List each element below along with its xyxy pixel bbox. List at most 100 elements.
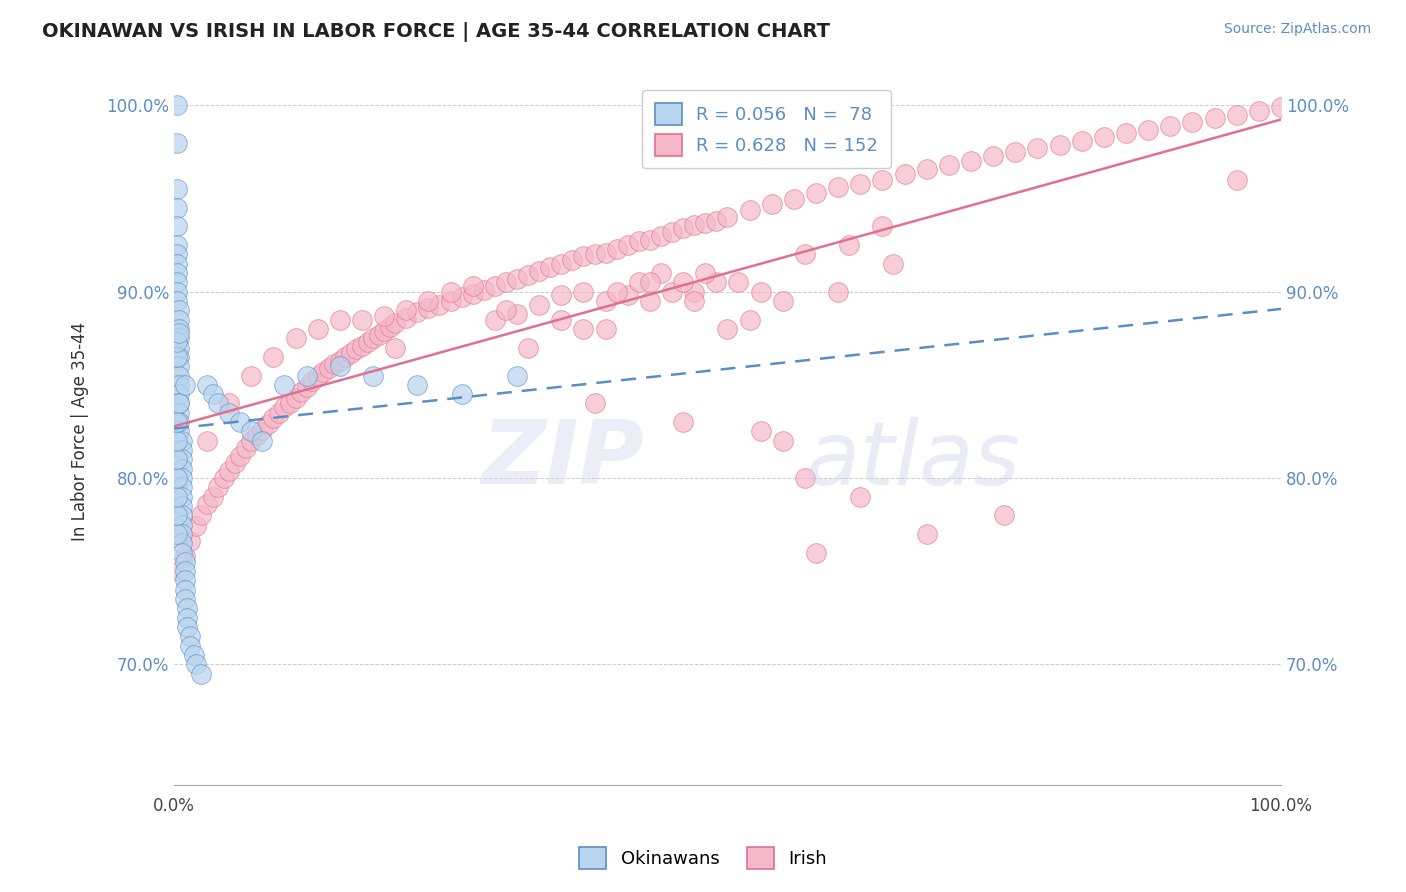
Point bbox=[284, 391, 307, 405]
Point bbox=[838, 238, 860, 252]
Point bbox=[595, 322, 617, 336]
Point bbox=[1247, 103, 1270, 118]
Point bbox=[169, 387, 191, 401]
Point bbox=[166, 266, 188, 280]
Point bbox=[517, 341, 540, 355]
Point bbox=[960, 154, 983, 169]
Point bbox=[169, 377, 191, 392]
Point bbox=[538, 260, 561, 275]
Point bbox=[361, 368, 384, 383]
Legend: Okinawans, Irish: Okinawans, Irish bbox=[572, 839, 834, 876]
Point bbox=[173, 592, 195, 607]
Point bbox=[915, 527, 938, 541]
Point bbox=[638, 276, 661, 290]
Point bbox=[312, 365, 335, 379]
Point bbox=[672, 415, 695, 429]
Point bbox=[169, 406, 191, 420]
Point bbox=[284, 331, 307, 345]
Point bbox=[262, 411, 284, 425]
Point bbox=[783, 192, 806, 206]
Point bbox=[190, 666, 212, 681]
Point bbox=[1159, 119, 1181, 133]
Point bbox=[418, 293, 440, 308]
Point bbox=[166, 98, 188, 112]
Point bbox=[173, 564, 195, 578]
Point bbox=[527, 264, 550, 278]
Point bbox=[367, 327, 389, 342]
Point bbox=[472, 283, 495, 297]
Point bbox=[240, 425, 263, 439]
Point bbox=[166, 293, 188, 308]
Point bbox=[495, 303, 517, 318]
Point bbox=[727, 276, 749, 290]
Point bbox=[166, 276, 188, 290]
Point bbox=[307, 368, 329, 383]
Point bbox=[173, 377, 195, 392]
Point bbox=[439, 285, 461, 299]
Point bbox=[169, 331, 191, 345]
Point bbox=[166, 350, 188, 364]
Point bbox=[872, 219, 894, 234]
Point bbox=[170, 527, 193, 541]
Point bbox=[212, 471, 235, 485]
Point bbox=[561, 253, 583, 268]
Point bbox=[229, 415, 252, 429]
Point bbox=[627, 235, 650, 249]
Point bbox=[169, 359, 191, 374]
Point bbox=[627, 276, 650, 290]
Point bbox=[176, 611, 198, 625]
Point bbox=[650, 228, 672, 243]
Point bbox=[166, 247, 188, 261]
Legend: R = 0.056   N =  78, R = 0.628   N = 152: R = 0.056 N = 78, R = 0.628 N = 152 bbox=[643, 90, 891, 169]
Point bbox=[595, 245, 617, 260]
Point bbox=[638, 293, 661, 308]
Point bbox=[307, 322, 329, 336]
Point bbox=[195, 434, 218, 448]
Point bbox=[169, 396, 191, 410]
Point bbox=[1181, 115, 1204, 129]
Point bbox=[506, 307, 529, 321]
Point bbox=[695, 266, 717, 280]
Point bbox=[761, 197, 783, 211]
Point bbox=[406, 305, 429, 319]
Point bbox=[179, 534, 201, 549]
Point bbox=[882, 257, 904, 271]
Point bbox=[218, 464, 240, 478]
Point bbox=[616, 288, 638, 302]
Point bbox=[1204, 112, 1226, 126]
Point bbox=[301, 374, 323, 388]
Point bbox=[218, 406, 240, 420]
Point bbox=[938, 158, 960, 172]
Point bbox=[195, 377, 218, 392]
Point bbox=[169, 415, 191, 429]
Point bbox=[672, 276, 695, 290]
Point bbox=[166, 136, 188, 150]
Point bbox=[772, 293, 794, 308]
Point bbox=[406, 377, 429, 392]
Point bbox=[173, 555, 195, 569]
Point bbox=[661, 225, 683, 239]
Point bbox=[273, 377, 295, 392]
Point bbox=[738, 312, 761, 326]
Point bbox=[335, 350, 357, 364]
Point bbox=[170, 480, 193, 494]
Point bbox=[166, 201, 188, 215]
Point bbox=[595, 293, 617, 308]
Point bbox=[373, 309, 395, 323]
Point bbox=[346, 343, 368, 357]
Point bbox=[683, 293, 706, 308]
Text: ZIP: ZIP bbox=[482, 417, 644, 503]
Point bbox=[506, 271, 529, 285]
Point bbox=[450, 387, 472, 401]
Point bbox=[169, 350, 191, 364]
Point bbox=[527, 298, 550, 312]
Point bbox=[240, 434, 263, 448]
Point bbox=[1070, 134, 1092, 148]
Point bbox=[179, 629, 201, 643]
Point bbox=[295, 380, 318, 394]
Point bbox=[418, 301, 440, 316]
Point bbox=[166, 527, 188, 541]
Point bbox=[606, 242, 628, 256]
Point bbox=[273, 401, 295, 415]
Point bbox=[170, 499, 193, 513]
